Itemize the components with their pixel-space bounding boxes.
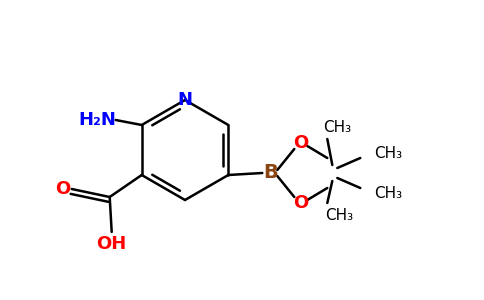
Text: N: N: [178, 91, 193, 109]
Text: CH₃: CH₃: [374, 146, 402, 160]
Text: CH₃: CH₃: [325, 208, 353, 223]
Text: O: O: [55, 180, 70, 198]
Text: CH₃: CH₃: [323, 119, 351, 134]
Text: O: O: [293, 134, 308, 152]
Text: O: O: [293, 194, 308, 212]
Text: OH: OH: [97, 235, 127, 253]
Text: B: B: [263, 164, 278, 182]
Text: CH₃: CH₃: [374, 185, 402, 200]
Text: H₂N: H₂N: [79, 111, 117, 129]
